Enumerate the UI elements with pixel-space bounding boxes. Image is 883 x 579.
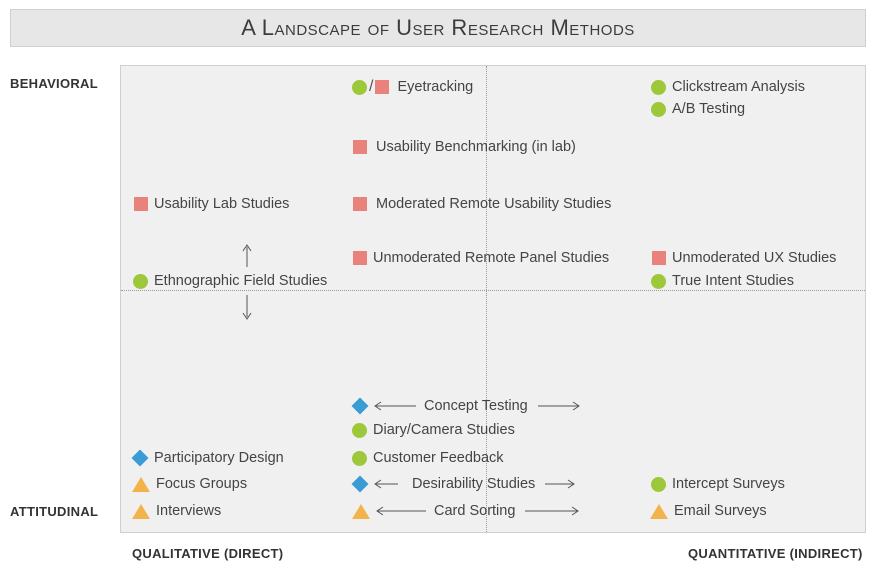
method-label: Participatory Design <box>154 450 284 466</box>
method-label: Focus Groups <box>156 476 248 492</box>
left-arrow-icon <box>376 506 426 516</box>
page-title: A Landscape of User Research Methods <box>241 15 635 40</box>
method-label: Usability Lab Studies <box>154 196 290 212</box>
method-label: Clickstream Analysis <box>672 79 805 95</box>
method-interviews: Interviews <box>132 501 221 521</box>
method-eyetracking: / Eyetracking <box>352 77 473 97</box>
method-intercept-surveys: Intercept Surveys <box>651 474 785 494</box>
method-true-intent: True Intent Studies <box>651 271 794 291</box>
separator-slash: / <box>369 78 374 95</box>
triangle-icon <box>352 503 370 519</box>
diamond-icon <box>131 449 149 467</box>
method-label: Unmoderated Remote Panel Studies <box>373 250 610 266</box>
method-label: Unmoderated UX Studies <box>672 250 837 266</box>
circle-icon <box>651 79 666 95</box>
axis-quantitative-label: QUANTITATIVE (INDIRECT) <box>688 546 863 561</box>
square-icon <box>134 197 148 211</box>
triangle-icon <box>650 503 668 519</box>
method-label: Email Surveys <box>674 503 767 519</box>
method-label: Desirability Studies <box>412 476 536 492</box>
method-usability-benchmarking: Usability Benchmarking (in lab) <box>353 137 576 157</box>
method-label: Interviews <box>156 503 222 519</box>
vertical-divider <box>486 66 487 532</box>
method-focus-groups: Focus Groups <box>132 474 247 494</box>
method-customer-feedback: Customer Feedback <box>352 448 504 468</box>
method-diary-camera: Diary/Camera Studies <box>352 420 515 440</box>
axis-qualitative-label: QUALITATIVE (DIRECT) <box>132 546 284 561</box>
triangle-icon <box>132 503 150 519</box>
method-card-sorting: Card Sorting <box>352 501 580 521</box>
right-arrow-icon <box>537 401 580 411</box>
method-ab-testing: A/B Testing <box>651 99 745 119</box>
method-ethnographic: Ethnographic Field Studies <box>133 271 327 291</box>
method-label: True Intent Studies <box>672 273 794 289</box>
square-icon <box>375 80 390 94</box>
square-icon <box>353 251 367 265</box>
method-unmoderated-panel: Unmoderated Remote Panel Studies <box>353 248 609 268</box>
method-label: Usability Benchmarking (in lab) <box>376 139 576 155</box>
square-icon <box>353 197 367 211</box>
method-label: Eyetracking <box>397 79 474 95</box>
circle-icon <box>352 422 367 438</box>
axis-attitudinal-label: ATTITUDINAL <box>10 504 99 519</box>
circle-icon <box>133 273 148 289</box>
landscape-plot <box>120 65 866 533</box>
method-label: Intercept Surveys <box>672 476 785 492</box>
square-icon <box>652 251 666 265</box>
method-label: A/B Testing <box>672 101 746 117</box>
vertical-range-arrow-icon <box>242 244 252 320</box>
horizontal-divider <box>121 290 865 291</box>
circle-icon <box>352 450 367 466</box>
method-label: Card Sorting <box>434 503 516 519</box>
method-moderated-remote: Moderated Remote Usability Studies <box>353 194 611 214</box>
method-label: Moderated Remote Usability Studies <box>376 196 612 212</box>
method-label: Customer Feedback <box>373 450 504 466</box>
diamond-icon <box>351 475 369 493</box>
method-email-surveys: Email Surveys <box>650 501 767 521</box>
title-bar: A Landscape of User Research Methods <box>10 9 866 47</box>
circle-icon <box>651 273 666 289</box>
right-arrow-icon <box>545 479 576 489</box>
method-label: Concept Testing <box>424 398 528 414</box>
circle-icon <box>352 79 367 95</box>
method-usability-lab: Usability Lab Studies <box>134 194 289 214</box>
right-arrow-icon <box>525 506 580 516</box>
method-label: Ethnographic Field Studies <box>154 273 328 289</box>
method-label: Diary/Camera Studies <box>373 422 515 438</box>
method-desirability: Desirability Studies <box>351 474 576 494</box>
axis-behavioral-label: BEHAVIORAL <box>10 76 98 91</box>
method-unmoderated-ux: Unmoderated UX Studies <box>652 248 836 268</box>
left-arrow-icon <box>374 479 398 489</box>
triangle-icon <box>132 476 150 492</box>
circle-icon <box>651 476 666 492</box>
left-arrow-icon <box>374 401 416 411</box>
method-participatory-design: Participatory Design <box>131 448 284 468</box>
diamond-icon <box>351 397 369 415</box>
square-icon <box>353 140 367 154</box>
method-concept-testing: Concept Testing <box>351 396 580 416</box>
method-clickstream: Clickstream Analysis <box>651 77 805 97</box>
circle-icon <box>651 101 666 117</box>
